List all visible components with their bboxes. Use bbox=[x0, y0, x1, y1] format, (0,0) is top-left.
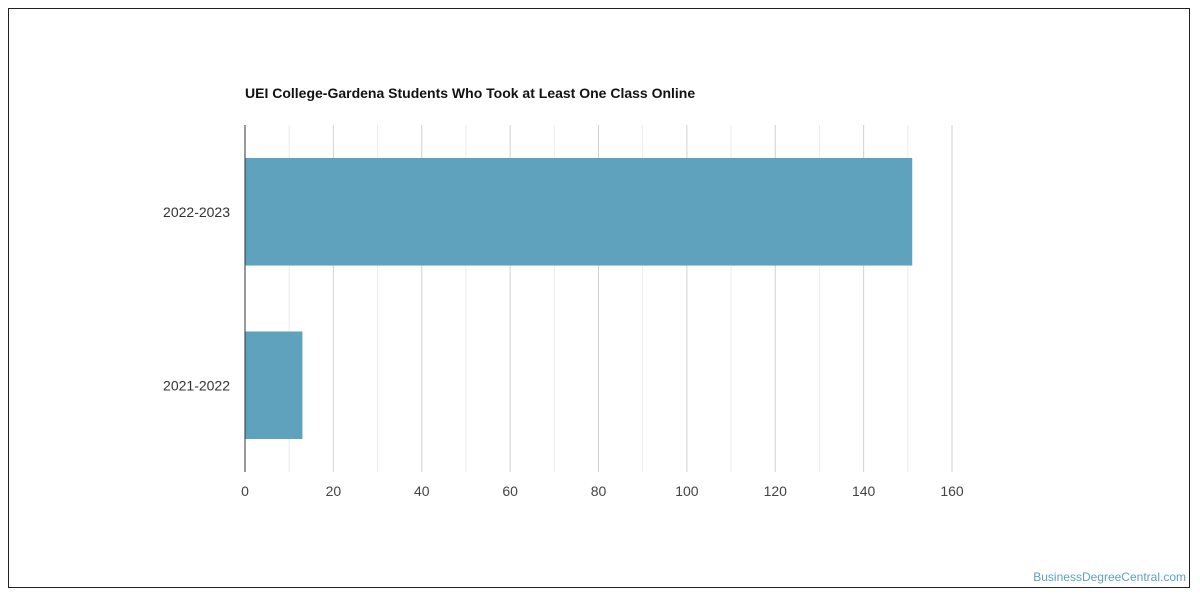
x-tick-label: 60 bbox=[502, 483, 518, 499]
x-tick-label: 120 bbox=[764, 483, 788, 499]
x-tick-label: 80 bbox=[591, 483, 607, 499]
x-tick-label: 40 bbox=[414, 483, 430, 499]
bar bbox=[245, 157, 913, 266]
x-tick-label: 20 bbox=[326, 483, 342, 499]
x-tick-label: 0 bbox=[241, 483, 249, 499]
x-tick-label: 160 bbox=[940, 483, 964, 499]
bar bbox=[245, 331, 303, 440]
source-credit[interactable]: BusinessDegreeCentral.com bbox=[1033, 570, 1186, 584]
chart-title: UEI College-Gardena Students Who Took at… bbox=[245, 85, 696, 101]
x-tick-label: 140 bbox=[852, 483, 876, 499]
x-tick-label: 100 bbox=[675, 483, 699, 499]
y-category-label: 2022-2023 bbox=[163, 204, 230, 220]
y-category-label: 2021-2022 bbox=[163, 377, 230, 393]
